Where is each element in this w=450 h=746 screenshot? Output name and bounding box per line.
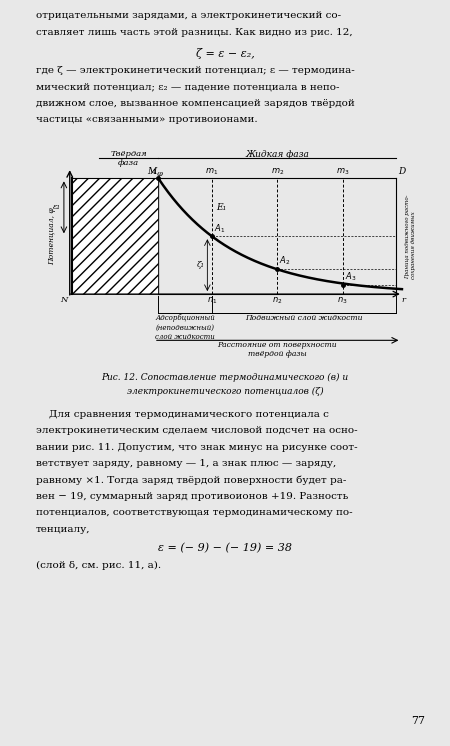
- Text: $m_2$: $m_2$: [270, 166, 284, 177]
- Text: ε = (− 9) − (− 19) = 38: ε = (− 9) − (− 19) = 38: [158, 543, 292, 554]
- Text: Граница подвижного расто-
сохранения движимых: Граница подвижного расто- сохранения дви…: [405, 194, 416, 278]
- Text: $m_3$: $m_3$: [336, 166, 349, 177]
- FancyBboxPatch shape: [72, 178, 158, 294]
- Text: тенциалу,: тенциалу,: [36, 524, 90, 533]
- Text: движном слое, вызванное компенсацией зарядов твёрдой: движном слое, вызванное компенсацией зар…: [36, 98, 355, 107]
- Text: $A_2$: $A_2$: [279, 254, 291, 267]
- Text: $n_1$: $n_1$: [207, 295, 217, 306]
- Text: $A_3$: $A_3$: [345, 271, 356, 283]
- Text: Жидкая фаза: Жидкая фаза: [245, 150, 309, 159]
- Text: Рис. 12. Сопоставление термодинамического (в) и: Рис. 12. Сопоставление термодинамическог…: [101, 372, 349, 381]
- Text: $m_1$: $m_1$: [205, 166, 219, 177]
- Text: ветствует заряду, равному — 1, а знак плюс — заряду,: ветствует заряду, равному — 1, а знак пл…: [36, 459, 336, 468]
- Text: Подвижный слой жидкости: Подвижный слой жидкости: [245, 314, 363, 322]
- Text: ε₁: ε₁: [52, 204, 60, 211]
- Text: где ζ — электрокинетический потенциал; ε — термодина-: где ζ — электрокинетический потенциал; ε…: [36, 66, 355, 75]
- Text: частицы «связанными» противоионами.: частицы «связанными» противоионами.: [36, 115, 257, 124]
- Text: Расстояние от поверхности
твёрдой фазы: Расстояние от поверхности твёрдой фазы: [217, 341, 337, 358]
- Text: M: M: [147, 167, 156, 176]
- Text: вен − 19, суммарный заряд противоионов +19. Разность: вен − 19, суммарный заряд противоионов +…: [36, 492, 348, 501]
- Text: Адсорбционный
(неподвижный)
слой жидкости: Адсорбционный (неподвижный) слой жидкост…: [155, 314, 215, 341]
- Text: $A_1$: $A_1$: [214, 222, 225, 235]
- Text: D: D: [398, 167, 405, 176]
- Text: Потенциал, φ: Потенциал, φ: [48, 207, 56, 265]
- Text: $n_2$: $n_2$: [272, 295, 283, 306]
- Text: r: r: [401, 295, 405, 304]
- Text: Для сравнения термодинамического потенциала с: Для сравнения термодинамического потенци…: [36, 410, 329, 419]
- Text: мический потенциал; ε₂ — падение потенциала в непо-: мический потенциал; ε₂ — падение потенци…: [36, 82, 339, 91]
- Text: ставляет лишь часть этой разницы. Как видно из рис. 12,: ставляет лишь часть этой разницы. Как ви…: [36, 28, 353, 37]
- Text: равному ×1. Тогда заряд твёрдой поверхности будет ра-: равному ×1. Тогда заряд твёрдой поверхно…: [36, 475, 346, 485]
- Text: E₁: E₁: [216, 203, 227, 212]
- Text: электрокинетическим сделаем числовой подсчет на осно-: электрокинетическим сделаем числовой под…: [36, 426, 358, 435]
- Text: $n_3$: $n_3$: [337, 295, 348, 306]
- Text: Твёрдая
фаза: Твёрдая фаза: [110, 150, 147, 167]
- Text: потенциалов, соответствующая термодинамическому по-: потенциалов, соответствующая термодинами…: [36, 508, 353, 517]
- Text: A: A: [150, 168, 156, 176]
- Text: вании рис. 11. Допустим, что знак минус на рисунке соот-: вании рис. 11. Допустим, что знак минус …: [36, 442, 358, 451]
- Text: электрокинетического потенциалов (ζ): электрокинетического потенциалов (ζ): [127, 387, 323, 396]
- Text: 77: 77: [411, 716, 426, 726]
- Text: φ: φ: [156, 169, 162, 178]
- Text: N: N: [60, 295, 68, 304]
- Text: ζ = ε − ε₂,: ζ = ε − ε₂,: [196, 48, 254, 59]
- Text: (слой δ, см. рис. 11, а).: (слой δ, см. рис. 11, а).: [36, 561, 161, 571]
- Text: ζ₁: ζ₁: [197, 261, 205, 269]
- Text: отрицательными зарядами, а электрокинетический со-: отрицательными зарядами, а электрокинети…: [36, 11, 341, 20]
